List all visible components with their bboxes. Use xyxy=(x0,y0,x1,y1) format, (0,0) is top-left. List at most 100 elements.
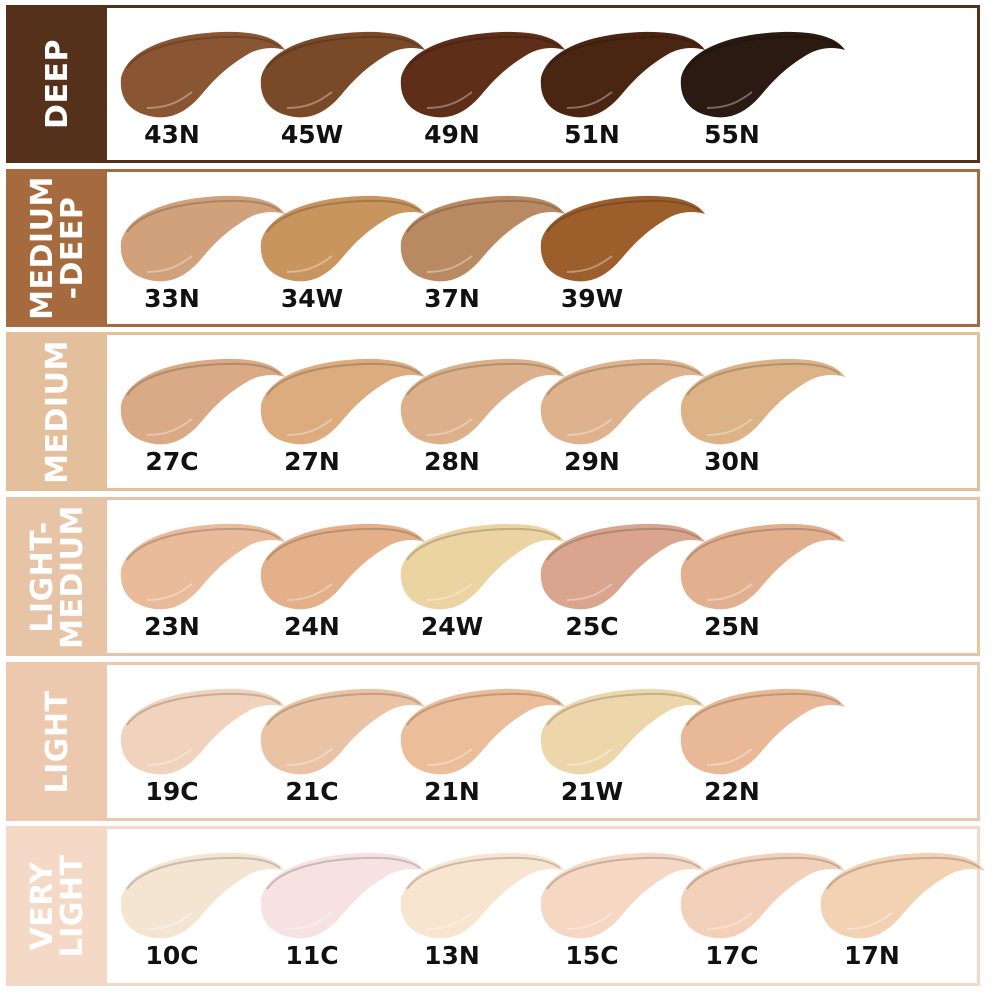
shade-swatch-28n: 28N xyxy=(397,343,567,476)
swatch-smear xyxy=(120,31,285,118)
shade-swatch-23n: 23N xyxy=(117,508,287,641)
shade-group-light-medium: LIGHT- MEDIUM 23N 24N 24W 25C 25N xyxy=(6,497,980,656)
shade-swatch-43n: 43N xyxy=(117,16,287,149)
shade-code: 19C xyxy=(145,777,199,806)
shade-group-deep: DEEP 43N 45W 49N 51N 55N xyxy=(6,5,980,163)
shade-swatch-39w: 39W xyxy=(537,180,707,313)
swatch-smear xyxy=(820,852,985,939)
swatch-area: 27C 27N 28N 29N 30N xyxy=(107,335,977,488)
shade-code: 21C xyxy=(285,777,339,806)
shade-swatch-19c: 19C xyxy=(117,673,287,806)
swatch-smear xyxy=(680,523,845,610)
swatch-smear xyxy=(120,195,285,282)
shade-code: 11C xyxy=(285,941,339,970)
shade-swatch-21n: 21N xyxy=(397,673,567,806)
shade-swatch-24w: 24W xyxy=(397,508,567,641)
shade-code: 17C xyxy=(705,941,759,970)
shade-code: 29N xyxy=(564,447,620,476)
group-label: DEEP xyxy=(40,39,75,129)
swatch-smear xyxy=(680,688,845,775)
shade-code: 21N xyxy=(424,777,480,806)
group-label: MEDIUM -DEEP xyxy=(25,176,90,320)
group-label-panel: DEEP xyxy=(9,8,107,160)
shade-swatch-49n: 49N xyxy=(397,16,567,149)
group-label: MEDIUM xyxy=(40,339,75,484)
swatch-smear xyxy=(540,688,705,775)
shade-group-very-light: VERY LIGHT 10C 11C 13N 15C 17C 17N xyxy=(6,826,985,986)
shade-swatch-22n: 22N xyxy=(677,673,847,806)
swatch-smear xyxy=(540,358,705,445)
group-label-panel: VERY LIGHT xyxy=(9,829,107,983)
swatch-smear xyxy=(540,852,705,939)
shade-group-light: LIGHT 19C 21C 21N 21W 22N xyxy=(6,662,980,821)
swatch-smear xyxy=(680,852,845,939)
shade-swatch-30n: 30N xyxy=(677,343,847,476)
shade-code: 23N xyxy=(144,612,200,641)
shade-code: 45W xyxy=(280,120,344,149)
shade-code: 55N xyxy=(704,120,760,149)
group-label-panel: LIGHT xyxy=(9,665,107,818)
shade-swatch-11c: 11C xyxy=(257,837,427,970)
shade-code: 43N xyxy=(144,120,200,149)
swatch-smear xyxy=(540,195,705,282)
shade-code: 27N xyxy=(284,447,340,476)
shade-swatch-13n: 13N xyxy=(397,837,567,970)
swatch-smear xyxy=(260,195,425,282)
group-label-panel: LIGHT- MEDIUM xyxy=(9,500,107,653)
swatch-area: 10C 11C 13N 15C 17C 17N xyxy=(107,829,985,983)
swatch-smear xyxy=(540,31,705,118)
shade-code: 13N xyxy=(424,941,480,970)
shade-code: 22N xyxy=(704,777,760,806)
shade-swatch-27n: 27N xyxy=(257,343,427,476)
swatch-smear xyxy=(400,688,565,775)
shade-code: 28N xyxy=(424,447,480,476)
shade-code: 49N xyxy=(424,120,480,149)
swatch-smear xyxy=(120,358,285,445)
shade-code: 27C xyxy=(145,447,199,476)
shade-swatch-25n: 25N xyxy=(677,508,847,641)
shade-swatch-37n: 37N xyxy=(397,180,567,313)
swatch-smear xyxy=(260,358,425,445)
swatch-smear xyxy=(260,31,425,118)
shade-group-medium-deep: MEDIUM -DEEP 33N 34W 37N 39W xyxy=(6,169,980,327)
shade-code: 25C xyxy=(565,612,619,641)
shade-swatch-24n: 24N xyxy=(257,508,427,641)
shade-swatch-55n: 55N xyxy=(677,16,847,149)
swatch-smear xyxy=(260,688,425,775)
group-label-panel: MEDIUM xyxy=(9,335,107,488)
shade-swatch-21w: 21W xyxy=(537,673,707,806)
swatch-smear xyxy=(680,358,845,445)
shade-code: 24W xyxy=(420,612,484,641)
group-label: LIGHT- MEDIUM xyxy=(25,504,90,649)
shade-code: 10C xyxy=(145,941,199,970)
shade-swatch-33n: 33N xyxy=(117,180,287,313)
swatch-smear xyxy=(540,523,705,610)
shade-code: 39W xyxy=(560,284,624,313)
shade-swatch-29n: 29N xyxy=(537,343,707,476)
shade-swatch-34w: 34W xyxy=(257,180,427,313)
swatch-smear xyxy=(260,852,425,939)
swatch-smear xyxy=(400,852,565,939)
shade-code: 33N xyxy=(144,284,200,313)
shade-swatch-21c: 21C xyxy=(257,673,427,806)
shade-code: 21W xyxy=(560,777,624,806)
swatch-area: 19C 21C 21N 21W 22N xyxy=(107,665,977,818)
shade-swatch-15c: 15C xyxy=(537,837,707,970)
shade-group-medium: MEDIUM 27C 27N 28N 29N 30N xyxy=(6,332,980,491)
shade-code: 34W xyxy=(280,284,344,313)
shade-swatch-51n: 51N xyxy=(537,16,707,149)
shade-swatch-10c: 10C xyxy=(117,837,287,970)
swatch-smear xyxy=(400,31,565,118)
shade-swatch-45w: 45W xyxy=(257,16,427,149)
shade-code: 25N xyxy=(704,612,760,641)
group-label-panel: MEDIUM -DEEP xyxy=(9,172,107,324)
shade-code: 15C xyxy=(565,941,619,970)
shade-swatch-17c: 17C xyxy=(677,837,847,970)
shade-swatch-17n: 17N xyxy=(817,837,987,970)
group-label: LIGHT xyxy=(40,690,75,793)
swatch-smear xyxy=(120,523,285,610)
swatch-smear xyxy=(120,852,285,939)
shade-code: 17N xyxy=(844,941,900,970)
swatch-area: 43N 45W 49N 51N 55N xyxy=(107,8,977,160)
swatch-smear xyxy=(400,358,565,445)
